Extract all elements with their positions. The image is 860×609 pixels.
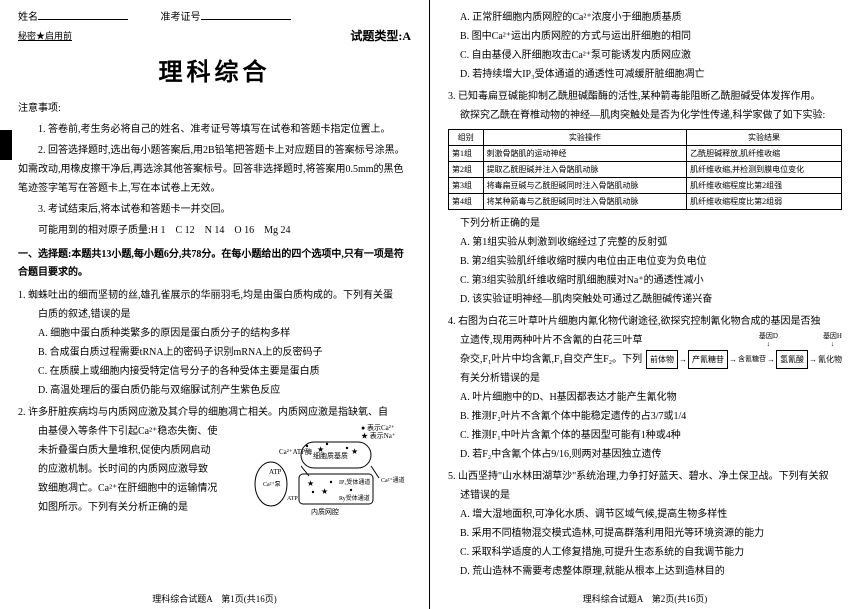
q2-c: C. 自由基侵入肝细胞攻击Ca²⁺泵可能诱发内质网应激 <box>448 46 842 65</box>
q1-stem2: 白质的叙述,错误的是 <box>18 305 411 324</box>
footer-right: 理科综合试题A 第2页(共16页) <box>430 592 860 605</box>
svg-text:ATP: ATP <box>269 468 282 476</box>
q1-d: D. 高温处理后的蛋白质仍能与双缩脲试剂产生紫色反应 <box>18 381 411 400</box>
q1-c: C. 在质膜上或细胞内接受特定信号分子的各种受体主要是蛋白质 <box>18 362 411 381</box>
notice-title: 注意事项: <box>18 99 411 114</box>
q4-c: C. 推测F₁中叶片含氰个体的基因型可能有1种或4种 <box>448 426 842 445</box>
q3-c: C. 第3组实验肌纤维收缩时肌细胞膜对Na⁺的通透性减小 <box>448 271 842 290</box>
q2: 2. 许多肝脏疾病均与内质网应激及其介导的细胞凋亡相关。内质网应激是指缺氧、自 <box>18 403 411 422</box>
q5-d: D. 荒山造林不需要考虑整体原理,就能从根本上达到造林目的 <box>448 562 842 581</box>
q4-l4: 有关分析错误的是 <box>448 369 842 388</box>
svg-text:Ca²⁺泵: Ca²⁺泵 <box>263 481 281 488</box>
footer-left: 理科综合试题A 第1页(共16页) <box>0 592 429 605</box>
q3-a: A. 第1组实验从刺激到收缩经过了完整的反射弧 <box>448 233 842 252</box>
q3: 3. 已知毒扁豆碱能抑制乙酰胆碱酯酶的活性,某种箭毒能阻断乙酰胆碱受体发挥作用。 <box>448 87 842 106</box>
q2-d: D. 若持续增大IP₃受体通道的通透性可减缓肝脏细胞凋亡 <box>448 65 842 84</box>
q3-table: 组别实验操作实验结果 第1组刺激骨骼肌的运动神经乙酰胆碱释放,肌纤维收缩 第2组… <box>448 129 842 210</box>
q1: 1. 蜘蛛吐出的细而坚韧的丝,雄孔雀展示的华丽羽毛,均是由蛋白质构成的。下列有关… <box>18 286 411 305</box>
svg-text:Ca²⁺ATP酶: Ca²⁺ATP酶 <box>279 447 312 456</box>
q4-d: D. 若F₂中含氰个体占9/16,则两对基因独立遗传 <box>448 445 842 464</box>
svg-text:Ca²⁺通道: Ca²⁺通道 <box>381 476 405 484</box>
name-field: 姓名 准考证号 <box>18 8 411 23</box>
notice-2: 2. 回答选择题时,选出每小题答案后,用2B铅笔把答题卡上对应题目的答案标号涂黑… <box>18 141 411 198</box>
q4-l3: 杂交,F₁叶片中均含氰,F₁自交产生F₂。下列 前体物→产氰糖苷→含氰糖苷→氢氰… <box>448 350 842 369</box>
q5: 5. 山西坚持"山水林田湖草沙"系统治理,力争打好蓝天、碧水、净土保卫战。下列有… <box>448 467 842 486</box>
q4-b: B. 推测F₂叶片不含氰个体中能稳定遗传的占3/7或1/4 <box>448 407 842 426</box>
q3-q: 下列分析正确的是 <box>448 214 842 233</box>
svg-text:★: ★ <box>321 487 328 496</box>
svg-text:★: ★ <box>317 445 324 454</box>
q3-l2: 欲探究乙酰在脊椎动物的神经—肌肉突触处是否为化学性传递,科学家做了如下实验: <box>448 106 842 125</box>
q2-a: A. 正常肝细胞内质网腔的Ca²⁺浓度小于细胞质基质 <box>448 8 842 27</box>
notice-3: 3. 考试结束后,将本试卷和答题卡一并交回。 <box>18 200 411 219</box>
svg-text:ATP: ATP <box>287 496 298 502</box>
q5-a: A. 增大湿地面积,可净化水质、调节区域气候,提高生物多样性 <box>448 505 842 524</box>
svg-text:IP₃受体通道: IP₃受体通道 <box>339 478 370 486</box>
svg-text:Ry受体通道: Ry受体通道 <box>339 494 370 502</box>
section1-title: 一、选择题:本题共13小题,每小题6分,共78分。在每小题给出的四个选项中,只有… <box>18 246 411 282</box>
q4-a: A. 叶片细胞中的D、H基因都表达才能产生氰化物 <box>448 388 842 407</box>
q4: 4. 右图为白花三叶草叶片细胞内氰化物代谢途径,欲探究控制氰化物合成的基因是否独 <box>448 312 842 331</box>
svg-text:● 表示Ca²⁺: ● 表示Ca²⁺ <box>361 423 395 432</box>
svg-text:★ 表示Na⁺: ★ 表示Na⁺ <box>361 431 396 440</box>
q5-l2: 述错误的是 <box>448 486 842 505</box>
q3-b: B. 第2组实验肌纤维收缩时膜内电位由正电位变为负电位 <box>448 252 842 271</box>
q4-l2: 立遗传,现用两种叶片不含氰的白花三叶草 基因D↓ 基因H↓ <box>448 331 842 350</box>
main-title: 理科综合 <box>18 52 411 87</box>
q3-d: D. 该实验证明神经—肌肉突触处可通过乙酰胆碱传递兴奋 <box>448 290 842 309</box>
exam-type: 试题类型:A <box>350 27 411 44</box>
svg-text:★: ★ <box>351 447 358 456</box>
notice-4: 可能用到的相对原子质量:H 1 C 12 N 14 O 16 Mg 24 <box>18 221 411 240</box>
q5-c: C. 采取科学适度的人工修复措施,可提升生态系统的自我调节能力 <box>448 543 842 562</box>
q5-b: B. 采用不同植物混交模式造林,可提高群落利用阳光等环境资源的能力 <box>448 524 842 543</box>
q2-b: B. 图中Ca²⁺运出内质网腔的方式与运出肝细胞的相同 <box>448 27 842 46</box>
q1-b: B. 合成蛋白质过程需要tRNA上的密码子识别mRNA上的反密码子 <box>18 343 411 362</box>
svg-text:内质网腔: 内质网腔 <box>311 507 339 516</box>
svg-text:★: ★ <box>307 479 314 488</box>
q1-a: A. 细胞中蛋白质种类繁多的原因是蛋白质分子的结构多样 <box>18 324 411 343</box>
q2-figure: ● 表示Ca²⁺ ★ 表示Na⁺ 细胞质基质 Ca²⁺ATP酶 Ca²⁺泵 AT… <box>251 422 411 530</box>
notice-1: 1. 答卷前,考生务必将自己的姓名、准考证号等填写在试卷和答题卡指定位置上。 <box>18 120 411 139</box>
secret-label: 秘密★启用前 <box>18 29 72 44</box>
